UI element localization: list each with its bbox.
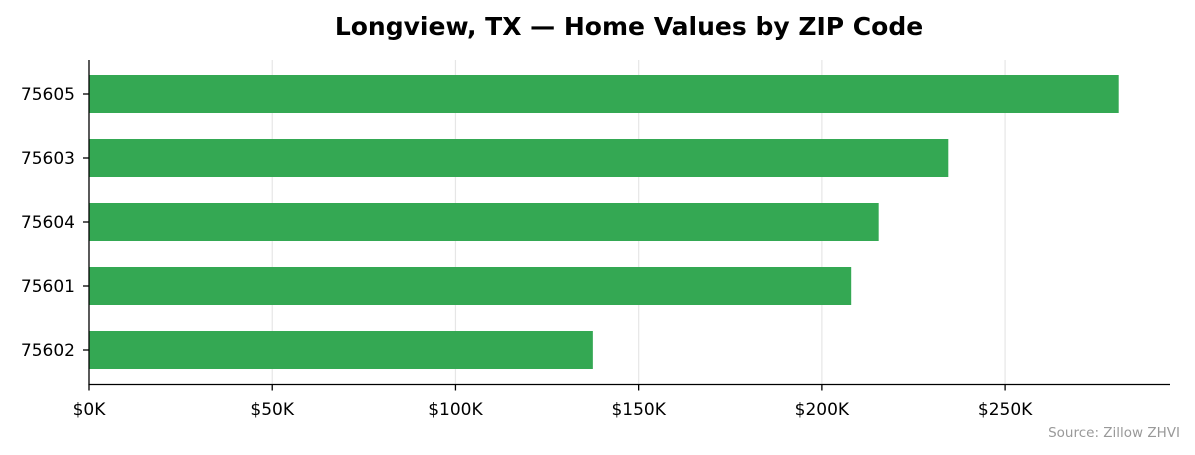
y-tick-label: 75605 [21,85,75,105]
bars [89,75,1119,369]
x-tick-label: $200K [795,400,850,420]
chart-title: Longview, TX — Home Values by ZIP Code [335,12,923,41]
y-tick-label: 75601 [21,277,75,297]
y-tick-label: 75604 [21,213,75,233]
x-tick-label: $50K [250,400,294,420]
x-tick-label: $250K [978,400,1033,420]
bar-75602 [89,331,593,369]
bar-75603 [89,139,949,177]
x-tick-label: $0K [73,400,107,420]
x-tick-label: $150K [611,400,666,420]
y-tick-label: 75603 [21,149,75,169]
bar-75605 [89,75,1119,113]
bar-75601 [89,267,852,305]
y-tick-label: 75602 [21,341,75,361]
y-ticks: 75605 75603 75604 75601 75602 [21,85,89,361]
x-tick-label: $100K [428,400,483,420]
source-note: Source: Zillow ZHVI [1048,425,1180,441]
x-ticks: $0K $50K $100K $150K $200K $250K [73,384,1033,420]
bar-75604 [89,203,879,241]
